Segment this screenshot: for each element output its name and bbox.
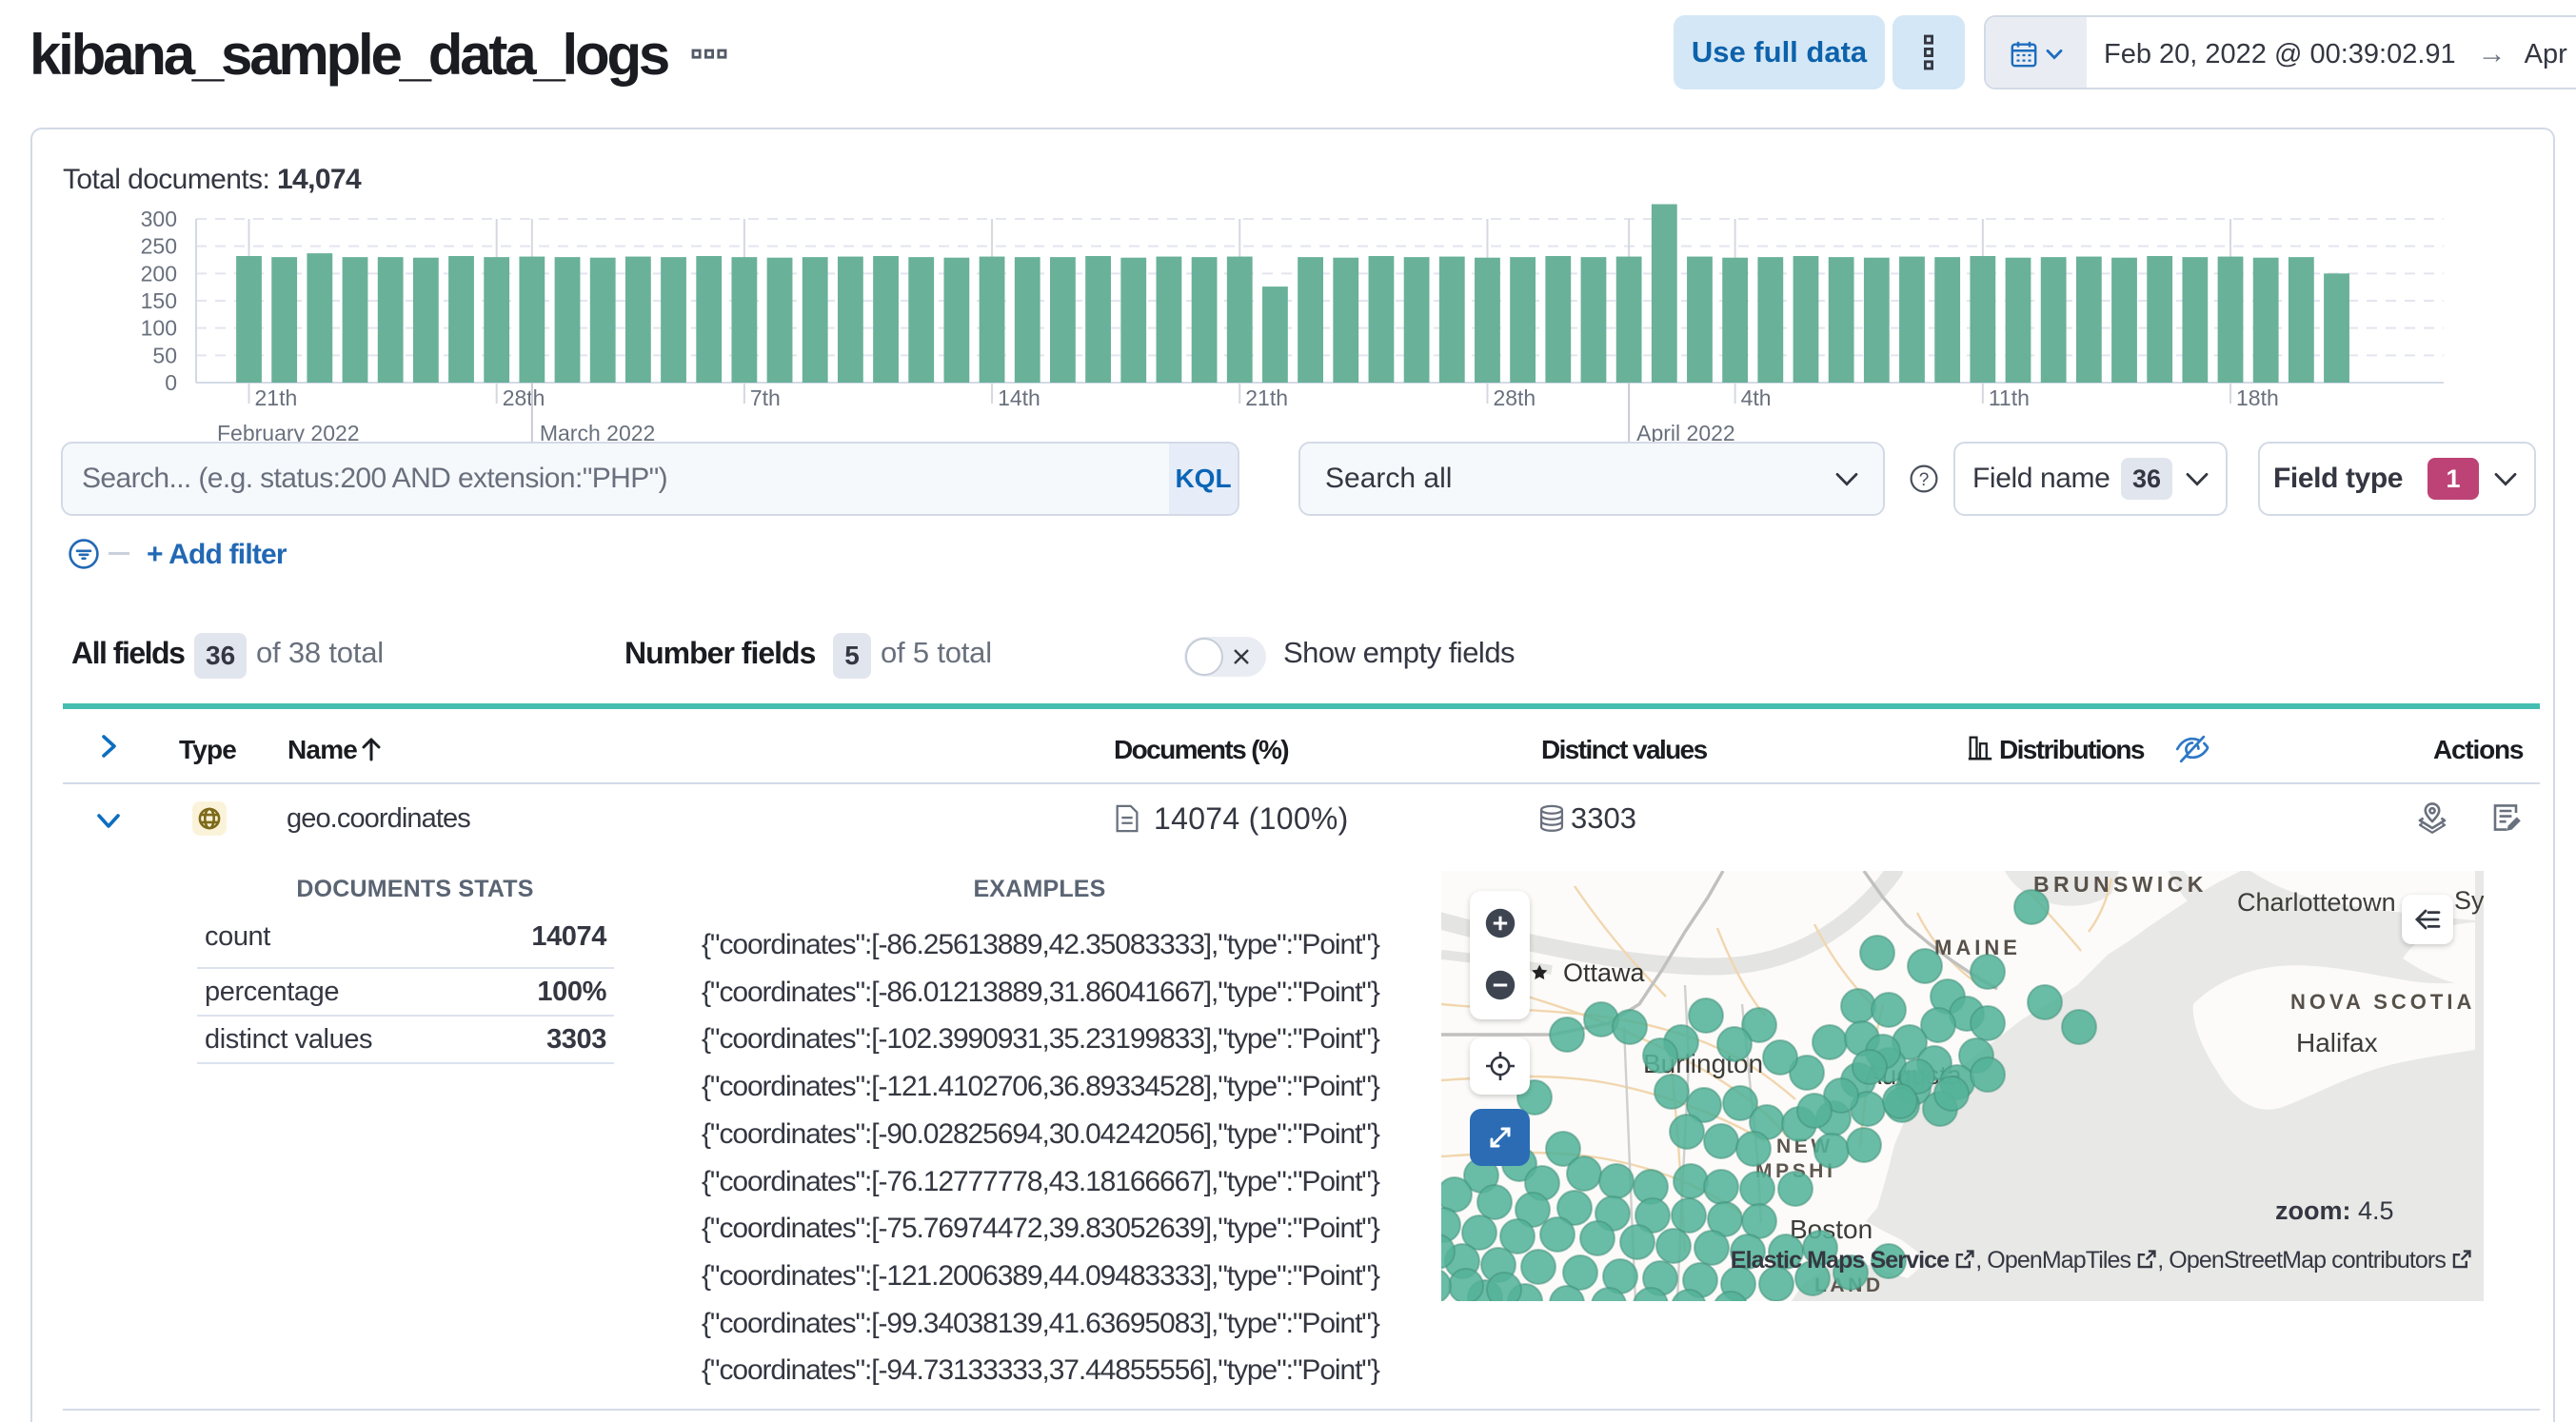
svg-text:300: 300: [141, 207, 177, 231]
svg-text:March 2022: March 2022: [540, 421, 655, 445]
svg-text:February 2022: February 2022: [217, 421, 360, 445]
svg-text:MAINE: MAINE: [1934, 936, 2021, 959]
svg-text:21th: 21th: [255, 385, 298, 410]
svg-text:11th: 11th: [1989, 385, 2030, 410]
svg-text:28th: 28th: [503, 385, 545, 410]
svg-text:?: ?: [1919, 470, 1930, 490]
svg-text:April 2022: April 2022: [1636, 421, 1735, 445]
svg-text:Sy: Sy: [2454, 886, 2484, 915]
svg-text:18th: 18th: [2236, 385, 2279, 410]
svg-text:21th: 21th: [1245, 385, 1288, 410]
svg-text:100: 100: [141, 316, 177, 341]
svg-text:4th: 4th: [1741, 385, 1772, 410]
svg-text:14th: 14th: [998, 385, 1040, 410]
svg-text:250: 250: [141, 234, 177, 259]
svg-text:BRUNSWICK: BRUNSWICK: [2033, 872, 2208, 897]
svg-text:50: 50: [152, 343, 177, 367]
svg-text:28th: 28th: [1493, 385, 1536, 410]
svg-text:Charlottetown: Charlottetown: [2237, 888, 2396, 917]
svg-text:Ottawa: Ottawa: [1563, 958, 1646, 987]
svg-text:Halifax: Halifax: [2296, 1028, 2378, 1057]
svg-text:NOVA SCOTIA: NOVA SCOTIA: [2290, 990, 2475, 1014]
svg-text:150: 150: [141, 288, 177, 313]
svg-text:200: 200: [141, 261, 177, 286]
svg-text:0: 0: [165, 370, 177, 395]
svg-text:7th: 7th: [750, 385, 781, 410]
